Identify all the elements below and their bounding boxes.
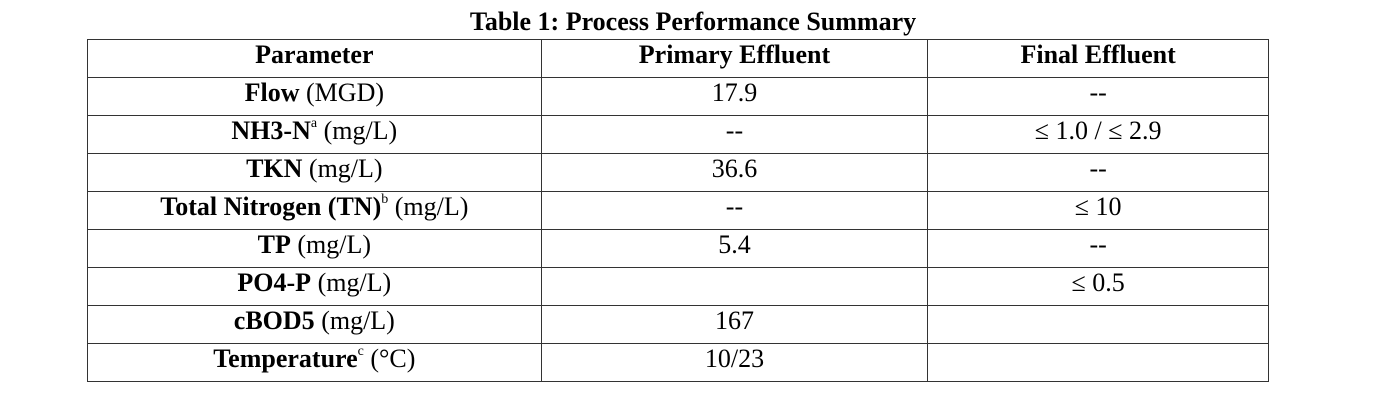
column-header: Final Effluent xyxy=(927,39,1269,78)
primary-value: 17.9 xyxy=(711,78,758,107)
final-value: -- xyxy=(1089,230,1107,259)
final-cell: -- xyxy=(927,77,1269,116)
table-row: TKN (mg/L) 36.6 -- xyxy=(87,153,1269,192)
primary-cell: -- xyxy=(540,191,929,230)
primary-value: 36.6 xyxy=(711,154,758,183)
final-cell: ≤ 10 xyxy=(927,191,1269,230)
primary-value: 167 xyxy=(714,306,754,335)
final-cell xyxy=(927,305,1269,344)
parameter-name: Total Nitrogen (TN) xyxy=(160,192,382,221)
parameter-name: cBOD5 xyxy=(233,306,315,335)
column-header: Primary Effluent xyxy=(540,39,929,78)
parameter-name: TP xyxy=(257,230,291,259)
parameter-cell: PO4-P (mg/L) xyxy=(87,267,542,306)
parameter-cell: TKN (mg/L) xyxy=(87,153,542,192)
table-row: NH3-Na (mg/L) -- ≤ 1.0 / ≤ 2.9 xyxy=(87,115,1269,154)
table-row: PO4-P (mg/L) ≤ 0.5 xyxy=(87,267,1269,306)
footnote-mark: a xyxy=(310,116,318,131)
parameter-cell: cBOD5 (mg/L) xyxy=(87,305,542,344)
parameter-unit: (mg/L) xyxy=(394,192,469,221)
parameter-cell: Flow (MGD) xyxy=(87,77,542,116)
final-value: ≤ 0.5 xyxy=(1071,268,1125,297)
primary-cell: 10/23 xyxy=(540,343,929,382)
final-cell: -- xyxy=(927,229,1269,268)
table-row: Flow (MGD) 17.9 -- xyxy=(87,77,1269,116)
table-row: TP (mg/L) 5.4 -- xyxy=(87,229,1269,268)
final-value: -- xyxy=(1089,78,1107,107)
primary-value: 10/23 xyxy=(704,344,765,373)
primary-cell: 36.6 xyxy=(540,153,929,192)
footnote-mark: c xyxy=(357,344,364,359)
final-value: ≤ 10 xyxy=(1074,192,1122,221)
primary-cell: 5.4 xyxy=(540,229,929,268)
parameter-cell: TP (mg/L) xyxy=(87,229,542,268)
final-cell xyxy=(927,343,1269,382)
parameter-unit: (°C) xyxy=(370,344,416,373)
parameter-name: NH3-N xyxy=(231,116,311,145)
parameter-name: Temperature xyxy=(213,344,358,373)
primary-value: -- xyxy=(725,116,744,145)
final-value: -- xyxy=(1089,154,1107,183)
parameter-unit: (mg/L) xyxy=(323,116,398,145)
primary-cell: -- xyxy=(540,115,929,154)
parameter-unit: (mg/L) xyxy=(308,154,383,183)
table-row: Total Nitrogen (TN)b (mg/L) -- ≤ 10 xyxy=(87,191,1269,230)
parameter-unit: (mg/L) xyxy=(297,230,372,259)
column-header: Parameter xyxy=(87,39,542,78)
table-row: cBOD5 (mg/L) 167 xyxy=(87,305,1269,344)
summary-table: Parameter Primary Effluent Final Effluent … xyxy=(87,39,1269,382)
footnote-mark: b xyxy=(381,192,389,207)
primary-cell xyxy=(540,267,929,306)
final-cell: ≤ 0.5 xyxy=(927,267,1269,306)
primary-cell: 17.9 xyxy=(540,77,929,116)
final-cell: ≤ 1.0 / ≤ 2.9 xyxy=(927,115,1269,154)
parameter-cell: Temperaturec (°C) xyxy=(87,343,542,382)
parameter-name: Flow xyxy=(244,78,300,107)
parameter-cell: NH3-Na (mg/L) xyxy=(87,115,542,154)
header-row: Parameter Primary Effluent Final Effluent xyxy=(87,39,1269,78)
final-value: ≤ 1.0 / ≤ 2.9 xyxy=(1034,116,1162,145)
parameter-unit: (MGD) xyxy=(306,78,385,107)
parameter-name: PO4-P xyxy=(237,268,312,297)
parameter-cell: Total Nitrogen (TN)b (mg/L) xyxy=(87,191,542,230)
table-row: Temperaturec (°C) 10/23 xyxy=(87,343,1269,382)
parameter-unit: (mg/L) xyxy=(317,268,392,297)
primary-value: 5.4 xyxy=(718,230,751,259)
parameter-unit: (mg/L) xyxy=(321,306,395,335)
primary-cell: 167 xyxy=(540,305,929,344)
table-title: Table 1: Process Performance Summary xyxy=(469,7,917,36)
final-cell: -- xyxy=(927,153,1269,192)
primary-value: -- xyxy=(725,192,744,221)
parameter-name: TKN xyxy=(246,154,303,183)
